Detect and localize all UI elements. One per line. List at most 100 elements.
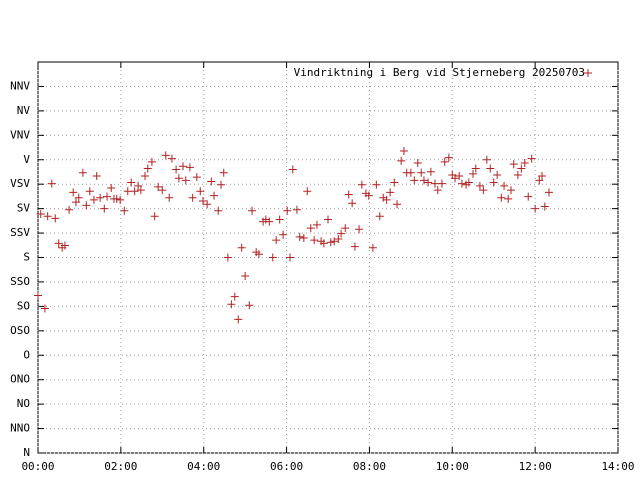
point <box>410 176 419 185</box>
point <box>65 205 74 214</box>
point <box>147 157 156 166</box>
point <box>288 165 297 174</box>
point <box>69 188 78 197</box>
point <box>326 238 335 247</box>
point <box>36 210 45 219</box>
y-tick-label: V <box>23 153 30 166</box>
point <box>43 212 52 221</box>
point <box>306 224 315 233</box>
y-tick-label: NNO <box>10 422 30 435</box>
point <box>103 192 112 201</box>
point <box>143 164 152 173</box>
point <box>136 186 145 195</box>
point <box>509 160 518 169</box>
y-tick-label: NV <box>17 104 31 117</box>
point <box>489 178 498 187</box>
point <box>540 202 549 211</box>
point <box>379 193 388 202</box>
point <box>431 179 440 188</box>
point <box>386 188 395 197</box>
point <box>40 304 49 313</box>
y-tick-label: N <box>23 446 30 459</box>
point <box>475 181 484 190</box>
point <box>544 188 553 197</box>
point <box>196 187 205 196</box>
point <box>199 197 208 206</box>
point <box>513 170 522 179</box>
point <box>334 235 343 244</box>
point <box>419 176 428 185</box>
x-tick-label: 14:00 <box>601 460 634 473</box>
point <box>531 204 540 213</box>
point <box>471 164 480 173</box>
point <box>265 217 274 226</box>
point <box>375 212 384 221</box>
point <box>497 193 506 202</box>
point <box>504 194 513 203</box>
point <box>112 194 121 203</box>
point <box>440 157 449 166</box>
x-tick-label: 00:00 <box>21 460 54 473</box>
point <box>417 168 426 177</box>
point <box>85 187 94 196</box>
point <box>96 193 105 202</box>
point <box>482 155 491 164</box>
point <box>368 243 377 252</box>
point <box>120 206 129 215</box>
y-tick-label: OSO <box>10 324 30 337</box>
point <box>60 241 69 250</box>
point <box>372 180 381 189</box>
y-tick-label: SO <box>17 299 30 312</box>
point <box>188 193 197 202</box>
point <box>355 225 364 234</box>
point <box>444 153 453 162</box>
point <box>295 232 304 241</box>
point <box>275 215 284 224</box>
point <box>92 172 101 181</box>
point <box>130 187 139 196</box>
point <box>382 195 391 204</box>
point <box>192 173 201 182</box>
point <box>406 168 415 177</box>
point <box>524 192 533 201</box>
x-tick-label: 12:00 <box>519 460 552 473</box>
point <box>210 191 219 200</box>
point <box>223 253 232 262</box>
point <box>207 177 216 186</box>
point <box>424 178 433 187</box>
point <box>433 186 442 195</box>
point <box>150 212 159 221</box>
y-tick-label: NNV <box>10 79 30 92</box>
x-tick-label: 02:00 <box>104 460 137 473</box>
point <box>451 174 460 183</box>
point <box>161 151 170 160</box>
point <box>364 191 373 200</box>
point <box>413 159 422 168</box>
point <box>214 206 223 215</box>
point <box>341 224 350 233</box>
legend-label: Vindriktning i Berg vid Stjerneberg 2025… <box>294 66 585 79</box>
point <box>89 195 98 204</box>
y-tick-label: ONO <box>10 373 30 386</box>
point <box>181 176 190 185</box>
point <box>165 193 174 202</box>
point <box>319 239 328 248</box>
point <box>51 214 60 223</box>
point <box>527 154 536 163</box>
point <box>310 236 319 245</box>
point <box>185 163 194 172</box>
point <box>74 193 83 202</box>
point <box>227 300 236 309</box>
point <box>174 174 183 183</box>
y-tick-label: O <box>23 348 30 361</box>
point <box>337 229 346 238</box>
point <box>71 198 80 207</box>
point <box>330 237 339 246</box>
point <box>245 301 254 310</box>
point <box>234 315 243 324</box>
point <box>397 156 406 165</box>
point <box>100 204 109 213</box>
point <box>219 168 228 177</box>
point <box>399 147 408 156</box>
point <box>464 178 473 187</box>
